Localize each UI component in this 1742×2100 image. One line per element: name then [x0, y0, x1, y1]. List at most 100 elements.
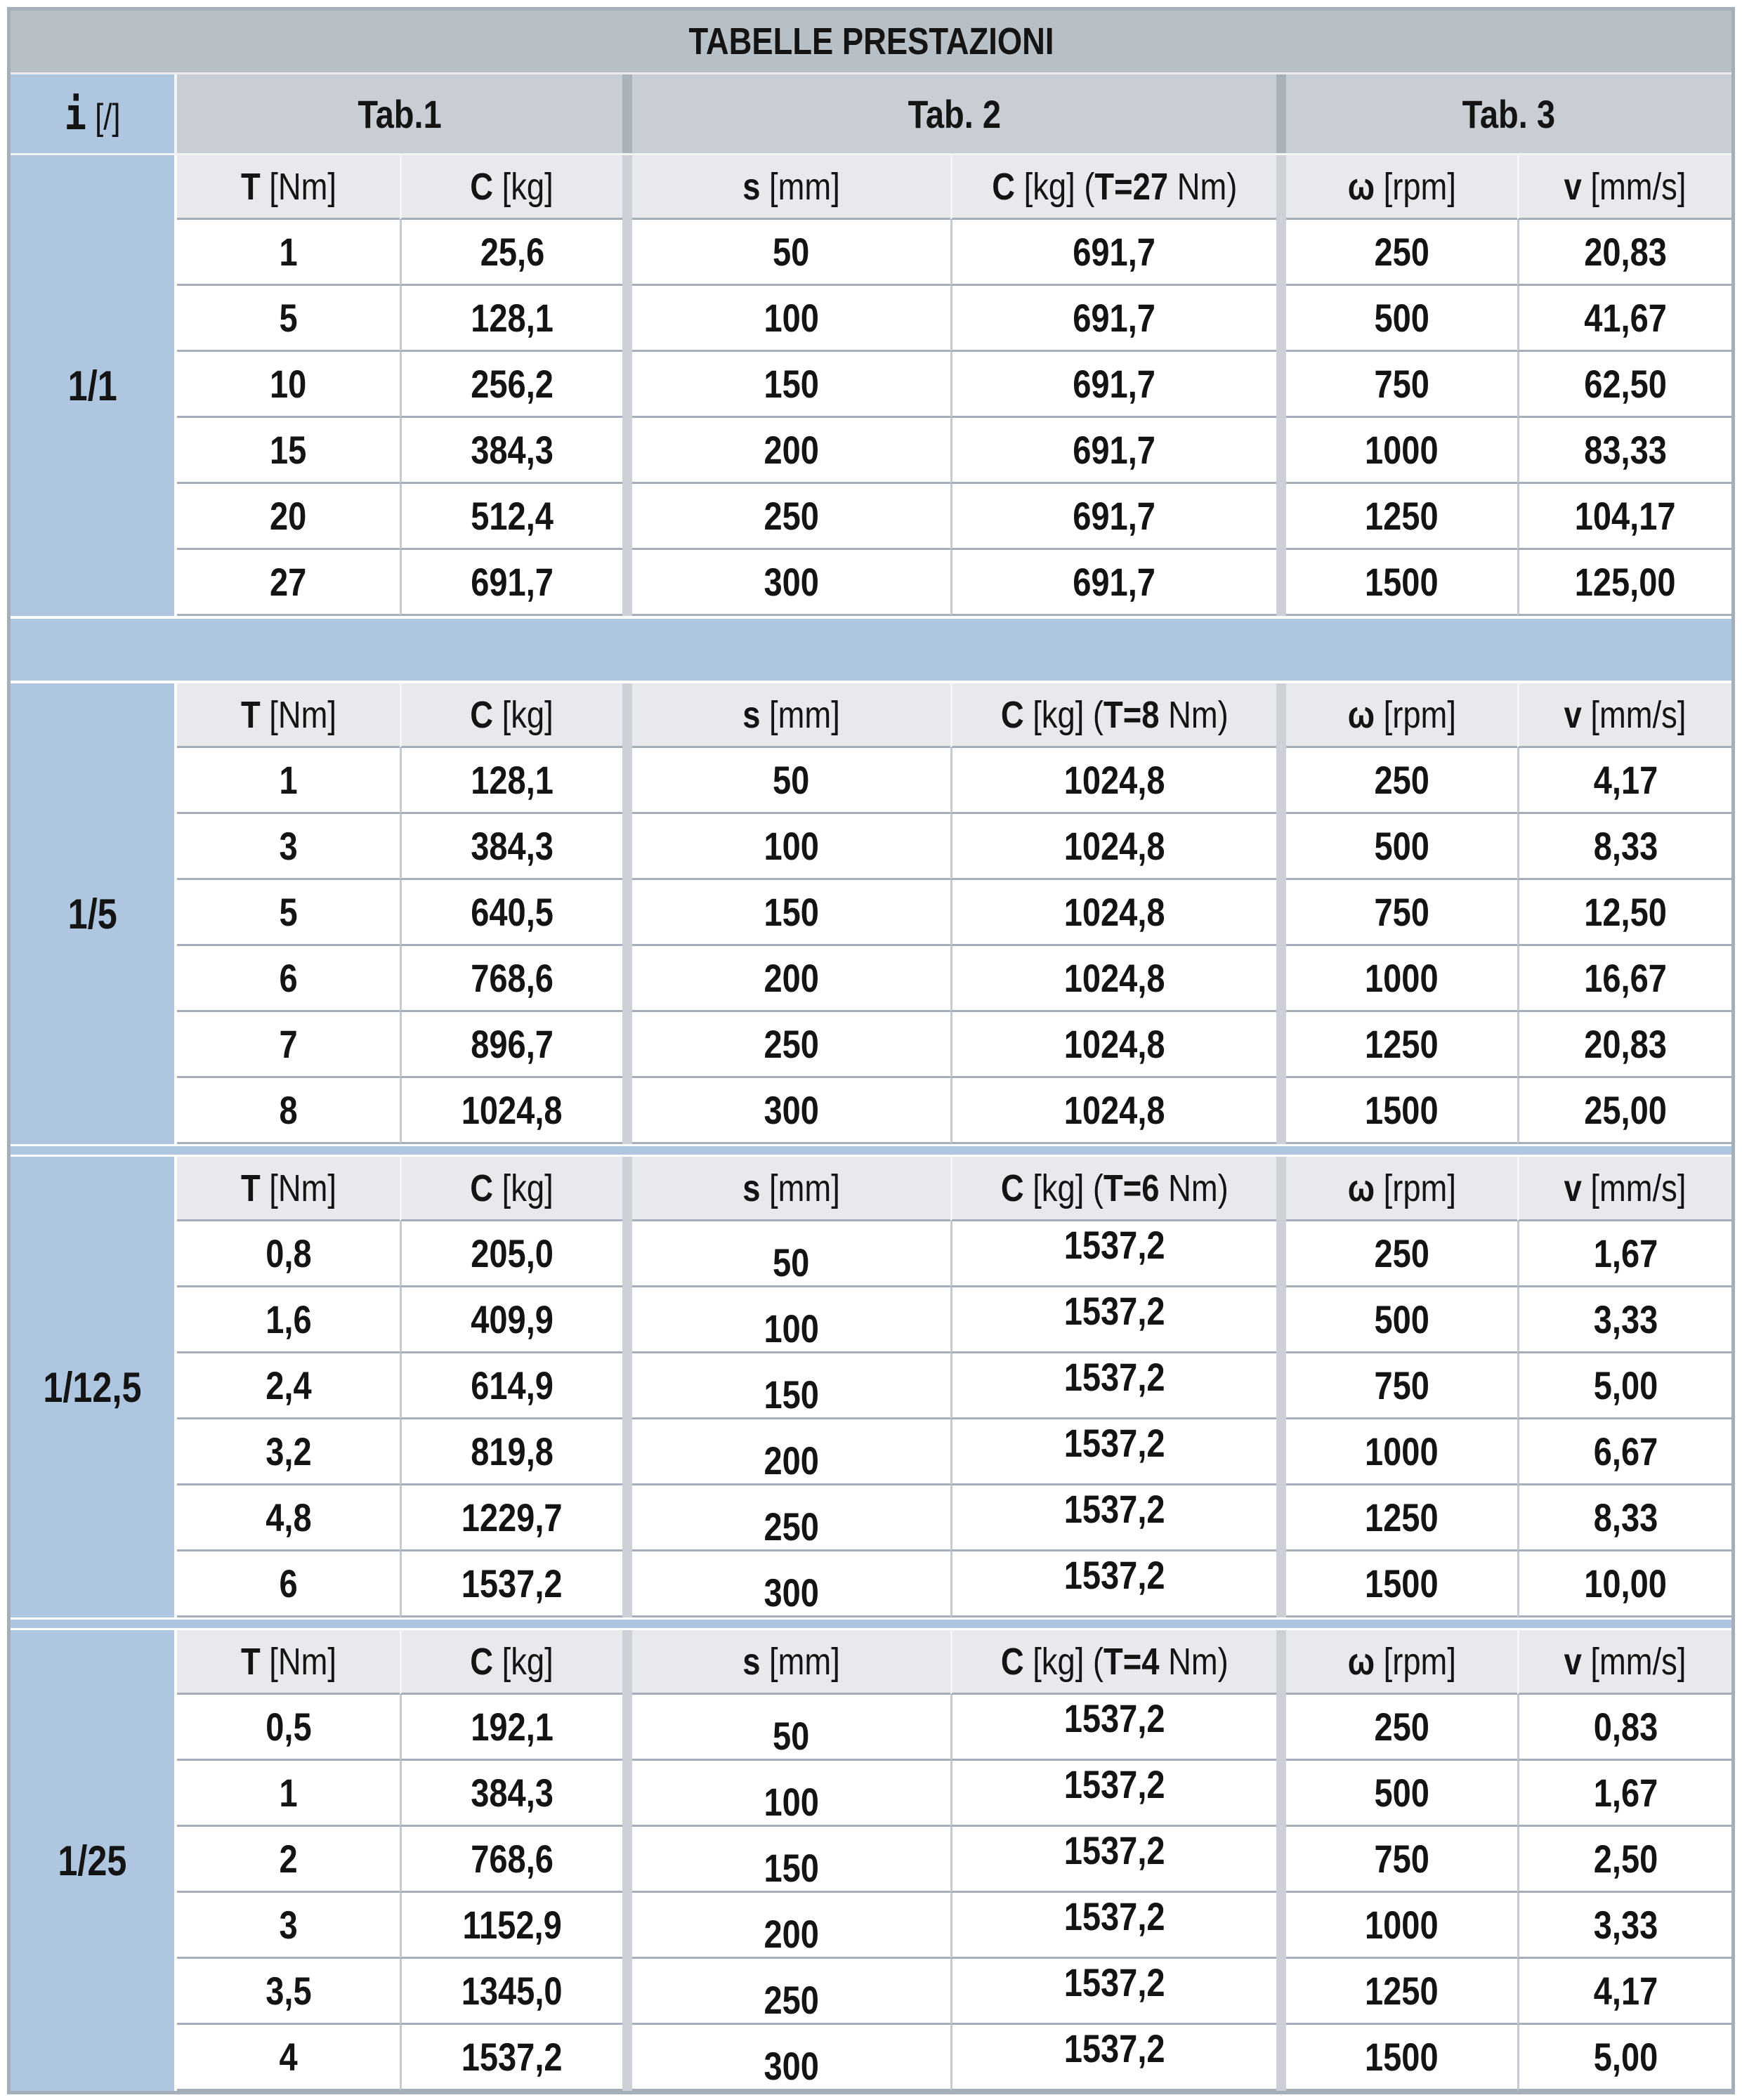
cell: 500	[1286, 1761, 1517, 1827]
load-at-torque-header-cell: C [kg] (T=6 Nm)	[950, 1157, 1276, 1221]
torque-header-cell: T [Nm]	[177, 1630, 400, 1695]
load-at-torque-header-cell: C [kg] (T=4 Nm)	[950, 1630, 1276, 1695]
header-symbol: ω	[1347, 1640, 1375, 1683]
group-separator	[1276, 1959, 1286, 2025]
cell: 128,1	[400, 286, 622, 352]
cell: 1152,9	[400, 1893, 622, 1959]
cell-value: 25,00	[1584, 1088, 1667, 1132]
cell: 1000	[1286, 418, 1517, 484]
header-symbol: v	[1564, 693, 1583, 736]
group-separator	[622, 1893, 632, 1959]
cell-value: 3	[279, 1903, 298, 1947]
header-unit: [mm]	[760, 1640, 840, 1683]
header-label: C [kg] (T=4 Nm)	[1001, 1640, 1229, 1684]
cell-value: 640,5	[471, 890, 554, 934]
header-label: T [Nm]	[240, 1640, 336, 1684]
cell-value: 5	[279, 890, 298, 934]
cell-value: 150	[764, 1846, 819, 1890]
header-unit: [mm]	[760, 165, 840, 208]
group-separator	[1276, 484, 1286, 550]
cell: 100	[632, 1287, 950, 1353]
cell-value: 500	[1374, 1771, 1429, 1815]
group-separator	[622, 814, 632, 880]
cell: 384,3	[400, 1761, 622, 1827]
cell: 3,33	[1517, 1893, 1731, 1959]
i-symbol: i	[64, 88, 86, 140]
cell-value: 250	[764, 1504, 819, 1549]
group-separator	[1276, 1761, 1286, 1827]
ratio-label: 1/5	[67, 890, 117, 938]
group-separator	[1276, 1157, 1286, 1221]
group-separator	[1276, 1827, 1286, 1893]
header-symbol: C	[470, 693, 494, 736]
section-ratio-1-1: 1/1 T [Nm] C [kg] s [mm] C [kg] (T=27 Nm…	[11, 155, 1731, 616]
header-unit: [kg] (	[1014, 165, 1095, 208]
cell: 1024,8	[950, 946, 1276, 1012]
cell: 4,17	[1517, 748, 1731, 814]
table-row: 3,2 819,8 200 1537,2 1000 6,67	[177, 1419, 1731, 1485]
header-label: ω [rpm]	[1347, 1167, 1455, 1210]
cell: 614,9	[400, 1353, 622, 1419]
cell: 205,0	[400, 1221, 622, 1287]
cell: 1024,8	[950, 1078, 1276, 1144]
group-separator	[1276, 286, 1286, 352]
cell: 1500	[1286, 2025, 1517, 2091]
cell-value: 16,67	[1584, 956, 1667, 1000]
cell-value: 0,83	[1593, 1705, 1658, 1749]
header-unit: [Nm]	[260, 165, 336, 208]
header-label: v [mm/s]	[1564, 693, 1687, 737]
cell: 1537,2	[950, 1287, 1276, 1353]
group-separator	[622, 1630, 632, 1695]
header-unit: [Nm]	[260, 1167, 336, 1209]
cell-value: 100	[764, 1306, 819, 1351]
cell: 1537,2	[950, 1353, 1276, 1419]
load-header-cell: C [kg]	[400, 1157, 622, 1221]
cell-value: 0,5	[265, 1705, 312, 1749]
cell-value: 100	[764, 824, 819, 868]
cell: 2,50	[1517, 1827, 1731, 1893]
group-separator	[622, 1012, 632, 1078]
cell: 691,7	[950, 550, 1276, 616]
cell: 1024,8	[950, 1012, 1276, 1078]
cell: 1537,2	[950, 1551, 1276, 1617]
cell-value: 750	[1374, 362, 1429, 406]
table-row: 2,4 614,9 150 1537,2 750 5,00	[177, 1353, 1731, 1419]
cell-value: 128,1	[471, 296, 554, 340]
group-separator	[622, 1419, 632, 1485]
header-unit: [mm/s]	[1582, 165, 1687, 208]
i-unit: [/]	[86, 96, 121, 138]
group-separator	[622, 1078, 632, 1144]
cell-value: 300	[764, 1570, 819, 1615]
group-separator	[622, 1485, 632, 1551]
group-separator	[1276, 1012, 1286, 1078]
cell-value: 4	[279, 2035, 298, 2079]
cell: 500	[1286, 814, 1517, 880]
header-label: C [kg] (T=27 Nm)	[992, 165, 1237, 209]
performance-table: TABELLE PRESTAZIONI i [/] Tab.1 Tab. 2 T…	[7, 7, 1735, 2094]
cell-value: 2,50	[1593, 1837, 1658, 1881]
cell-value: 691,7	[1073, 230, 1156, 274]
table-row: 1 25,6 50 691,7 250 20,83	[177, 220, 1731, 286]
stroke-header-cell: s [mm]	[632, 1630, 950, 1695]
cell: 1250	[1286, 1485, 1517, 1551]
cell-value: 250	[1374, 230, 1429, 274]
table-row: 3 1152,9 200 1537,2 1000 3,33	[177, 1893, 1731, 1959]
cell-value: 7	[279, 1022, 298, 1066]
header-label: C [kg]	[471, 1640, 554, 1684]
header-unit: [kg] (	[1023, 1167, 1104, 1209]
header-label: s [mm]	[742, 165, 840, 209]
cell-value: 384,3	[471, 1771, 554, 1815]
cell: 8	[177, 1078, 400, 1144]
cell: 250	[1286, 748, 1517, 814]
cell-value: 1024,8	[1063, 890, 1165, 934]
cell: 15	[177, 418, 400, 484]
column-header-row: T [Nm] C [kg] s [mm] C [kg] (T=27 Nm) ω …	[177, 155, 1731, 220]
cell: 50	[632, 220, 950, 286]
cell-value: 20,83	[1584, 230, 1667, 274]
group-separator	[622, 220, 632, 286]
cell: 1250	[1286, 484, 1517, 550]
cell-value: 691,7	[1073, 296, 1156, 340]
cell-value: 1024,8	[1063, 1088, 1165, 1132]
cell-value: 3,5	[265, 1969, 312, 2013]
cell-value: 128,1	[471, 758, 554, 802]
